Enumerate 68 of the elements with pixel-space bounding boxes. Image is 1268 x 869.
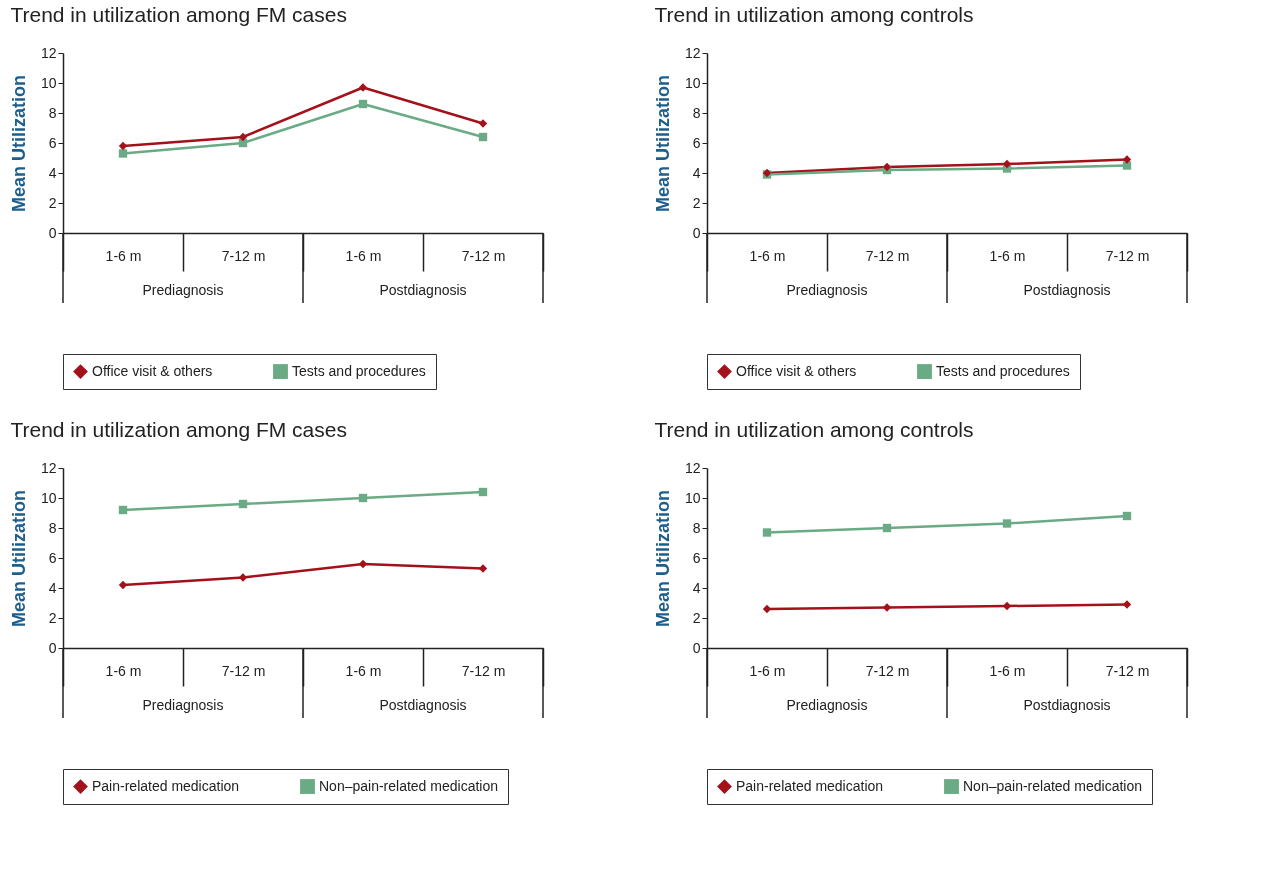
x-tick-label: 1-6 m (989, 662, 1026, 679)
legend-label: Non–pain-related medication (963, 777, 1142, 794)
chart-title: Trend in utilization among controls (654, 3, 974, 26)
legend-label: Office visit & others (92, 362, 213, 379)
x-tick-label: 7-12 m (865, 247, 910, 264)
y-tick-label: 6 (48, 134, 57, 151)
text: Prediagnosis (786, 697, 868, 713)
y-axis-title: Mean Utilization (652, 74, 673, 213)
chart-title: Trend in utilization among FM cases (10, 418, 347, 441)
y-tick-label: 2 (692, 194, 701, 211)
text: Prediagnosis (142, 697, 224, 713)
legend-label: Non–pain-related medication (319, 777, 498, 794)
y-tick-label: 12 (684, 459, 701, 476)
x-tick-label: 7-12 m (461, 247, 506, 264)
y-axis-title: Mean Utilization (8, 74, 29, 213)
y-tick-label: 12 (684, 44, 701, 61)
y-tick-label: 8 (692, 519, 701, 536)
y-axis-title: Mean Utilization (652, 489, 673, 628)
y-tick-label: 8 (48, 104, 57, 121)
text: Postdiagnosis (379, 697, 467, 713)
y-tick-label: 4 (692, 164, 701, 181)
x-tick-label: 1-6 m (989, 247, 1026, 264)
chart-title: Trend in utilization among controls (654, 418, 974, 441)
y-tick-label: 0 (48, 639, 57, 656)
y-tick-label: 2 (48, 609, 57, 626)
y-tick-label: 12 (40, 459, 57, 476)
y-tick-label: 10 (684, 74, 701, 91)
y-tick-label: 0 (692, 224, 701, 241)
legend-label: Tests and procedures (292, 362, 426, 379)
text: Prediagnosis (142, 282, 224, 298)
y-tick-label: 6 (692, 549, 701, 566)
x-tick-label: 7-12 m (865, 662, 910, 679)
x-tick-label: 1-6 m (749, 247, 786, 264)
text: Postdiagnosis (1023, 697, 1111, 713)
x-tick-label: 7-12 m (221, 247, 266, 264)
text: Postdiagnosis (1023, 282, 1111, 298)
x-tick-label: 1-6 m (345, 662, 382, 679)
x-tick-label: 1-6 m (105, 247, 142, 264)
y-tick-label: 10 (40, 74, 57, 91)
y-tick-label: 6 (692, 134, 701, 151)
y-tick-label: 4 (48, 164, 57, 181)
y-tick-label: 4 (48, 579, 57, 596)
x-tick-label: 7-12 m (461, 662, 506, 679)
x-tick-label: 1-6 m (345, 247, 382, 264)
x-tick-label: 1-6 m (105, 662, 142, 679)
x-tick-label: 1-6 m (749, 662, 786, 679)
x-tick-label: 7-12 m (1105, 662, 1150, 679)
y-tick-label: 12 (40, 44, 57, 61)
text: Prediagnosis (786, 282, 868, 298)
y-tick-label: 2 (48, 194, 57, 211)
y-tick-label: 0 (48, 224, 57, 241)
legend-label: Pain-related medication (92, 777, 240, 794)
x-tick-label: 7-12 m (1105, 247, 1150, 264)
legend-label: Tests and procedures (936, 362, 1070, 379)
y-tick-label: 10 (40, 489, 57, 506)
x-tick-label: 7-12 m (221, 662, 266, 679)
y-tick-label: 8 (48, 519, 57, 536)
y-tick-label: 0 (692, 639, 701, 656)
text: Postdiagnosis (379, 282, 467, 298)
y-tick-label: 10 (684, 489, 701, 506)
y-tick-label: 2 (692, 609, 701, 626)
legend-label: Pain-related medication (736, 777, 884, 794)
y-tick-label: 8 (692, 104, 701, 121)
y-axis-title: Mean Utilization (8, 489, 29, 628)
y-tick-label: 4 (692, 579, 701, 596)
legend-label: Office visit & others (736, 362, 857, 379)
chart-title: Trend in utilization among FM cases (10, 3, 347, 26)
y-tick-label: 6 (48, 549, 57, 566)
